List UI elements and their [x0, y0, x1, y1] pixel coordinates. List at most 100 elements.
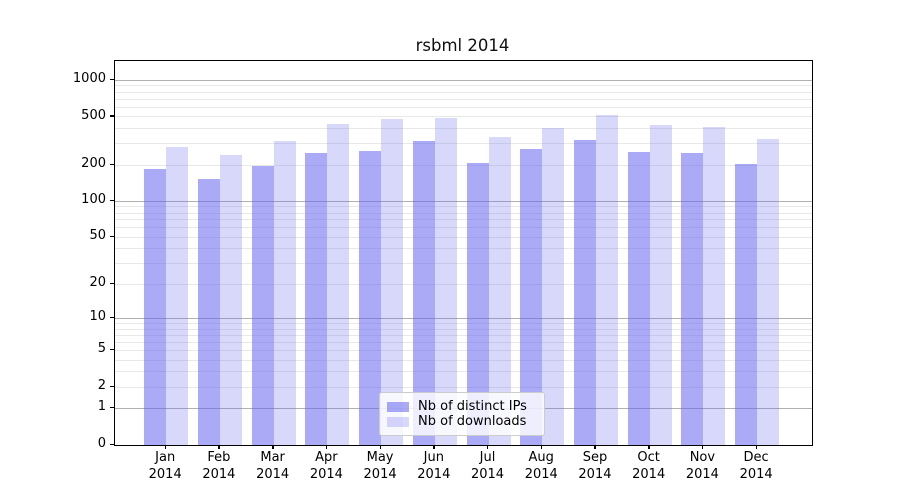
x-tick: [164, 445, 167, 450]
gridline-minor: [115, 85, 812, 87]
x-tick: [701, 445, 704, 450]
bar-downloads-mar: [273, 141, 296, 445]
bar-downloads-aug: [542, 128, 565, 445]
gridline-minor: [115, 206, 812, 208]
gridline-minor: [115, 143, 812, 145]
gridline-minor: [115, 349, 812, 351]
gridline-minor: [115, 334, 812, 336]
x-tick: [433, 445, 435, 450]
legend-swatch-downloads: [387, 416, 409, 427]
bar-downloads-sep: [595, 114, 618, 445]
y-tick: [110, 385, 114, 387]
y-tick-label: 20: [89, 275, 106, 291]
x-tick-label: Aug 2014: [524, 450, 558, 482]
gridline-minor: [115, 359, 812, 361]
x-tick: [218, 445, 220, 450]
gridline-minor: [115, 116, 812, 118]
y-tick-label: 50: [89, 228, 106, 244]
bar-downloads-feb: [219, 155, 242, 445]
x-tick: [540, 445, 543, 450]
y-tick: [110, 316, 114, 319]
x-tick-label: Feb 2014: [202, 450, 236, 482]
y-tick: [110, 163, 114, 165]
plot-area: [114, 60, 813, 446]
bar-distinct-ips-dec: [735, 164, 758, 445]
gridline-major: [115, 79, 812, 81]
gridline-minor: [115, 328, 812, 330]
gridline-minor: [115, 106, 812, 108]
x-tick: [487, 445, 489, 450]
gridline-major: [115, 317, 812, 319]
bar-distinct-ips-jul: [466, 163, 489, 445]
y-tick: [110, 282, 114, 285]
x-tick-label: Nov 2014: [685, 450, 719, 482]
y-tick-label: 200: [81, 156, 106, 172]
bar-downloads-dec: [757, 138, 780, 445]
y-tick-label: 100: [81, 192, 106, 208]
y-tick-label: 0: [97, 436, 106, 451]
gridline-minor: [115, 248, 812, 250]
x-tick-label: May 2014: [363, 450, 397, 482]
bar-downloads-jan: [166, 146, 189, 445]
y-tick: [110, 443, 114, 445]
bar-downloads-may: [381, 119, 404, 445]
x-tick: [594, 445, 596, 450]
x-tick-label: Jul 2014: [470, 450, 505, 482]
gridline-minor: [115, 91, 812, 93]
gridline-minor: [115, 219, 812, 221]
chart-title: rsbml 2014: [415, 36, 510, 55]
x-tick: [648, 445, 650, 450]
gridline-minor: [115, 212, 812, 214]
bar-distinct-ips-jan: [144, 168, 167, 445]
legend-item-distinct-ips: Nb of distinct IPs: [387, 399, 534, 414]
x-tick: [755, 445, 757, 450]
x-tick: [379, 445, 381, 450]
gridline-minor: [115, 236, 812, 238]
bar-distinct-ips-jun: [412, 140, 435, 445]
bar-distinct-ips-oct: [627, 152, 650, 445]
y-tick: [110, 348, 114, 351]
y-tick: [110, 115, 114, 117]
legend: Nb of distinct IPs Nb of downloads: [379, 392, 545, 436]
x-tick: [272, 445, 274, 450]
x-tick-label: Jun 2014: [417, 450, 451, 482]
x-tick-label: Dec 2014: [739, 450, 773, 482]
bar-distinct-ips-sep: [573, 140, 596, 445]
bar-distinct-ips-mar: [251, 165, 274, 445]
bar-downloads-jul: [488, 137, 511, 445]
bar-distinct-ips-nov: [681, 152, 704, 445]
legend-label-downloads: Nb of downloads: [418, 414, 527, 429]
y-tick-label: 1: [97, 399, 106, 415]
bar-downloads-oct: [649, 124, 672, 445]
gridline-minor: [115, 341, 812, 343]
gridline-minor: [115, 322, 812, 324]
x-tick: [325, 445, 328, 450]
x-tick-label: Oct 2014: [632, 450, 666, 482]
y-tick: [110, 199, 114, 202]
y-tick-label: 10: [89, 309, 106, 325]
gridline-minor: [115, 128, 812, 130]
x-tick-label: Jan 2014: [148, 450, 182, 482]
y-tick: [110, 78, 114, 81]
bar-distinct-ips-feb: [197, 179, 220, 445]
gridline-minor: [115, 371, 812, 373]
bar-distinct-ips-apr: [305, 153, 328, 445]
legend-label-distinct-ips: Nb of distinct IPs: [418, 399, 527, 414]
gridline-minor: [115, 283, 812, 285]
legend-swatch-distinct-ips: [387, 401, 409, 412]
bar-distinct-ips-aug: [520, 149, 543, 445]
gridline-minor: [115, 164, 812, 166]
x-tick-label: Sep 2014: [578, 450, 612, 482]
x-tick-label: Apr 2014: [309, 450, 343, 482]
legend-item-downloads: Nb of downloads: [387, 414, 534, 429]
gridline-minor: [115, 386, 812, 388]
y-tick-label: 2: [97, 378, 106, 393]
gridline-minor: [115, 263, 812, 265]
gridline-minor: [115, 227, 812, 229]
x-tick-label: Mar 2014: [256, 450, 290, 482]
bar-downloads-apr: [327, 124, 350, 445]
gridline-major: [115, 200, 812, 202]
gridline-minor: [115, 98, 812, 100]
y-tick: [110, 406, 114, 409]
